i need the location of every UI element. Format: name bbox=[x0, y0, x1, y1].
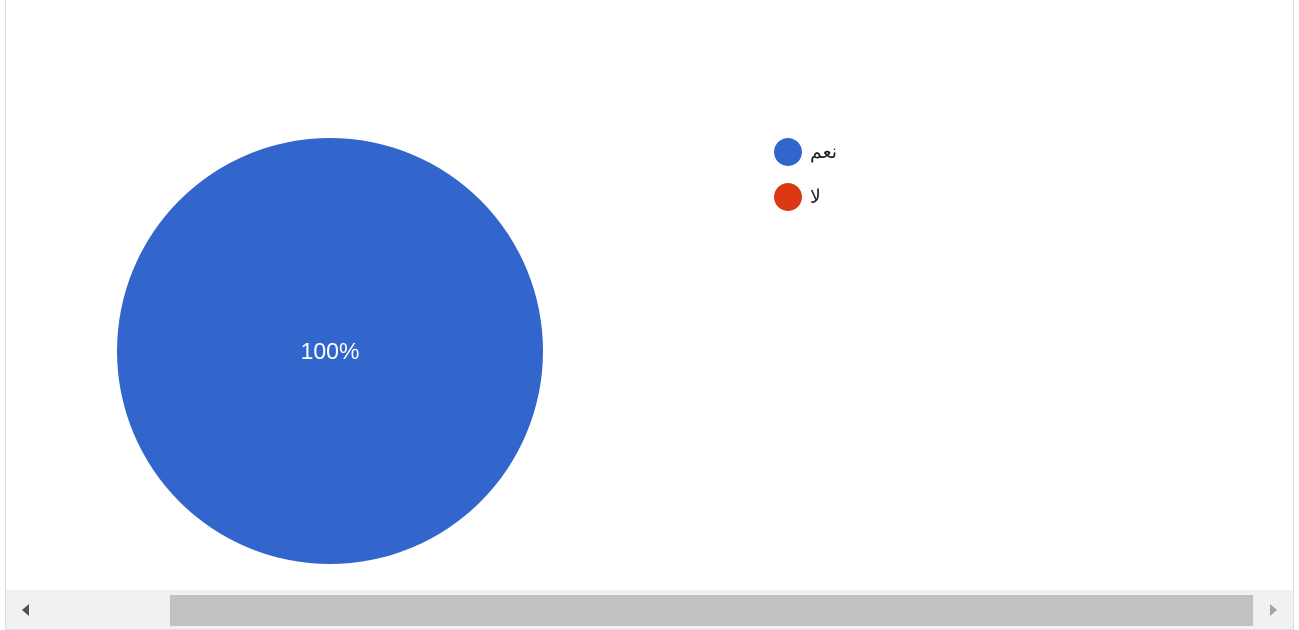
legend-item-no[interactable]: لا bbox=[774, 183, 837, 211]
legend-item-yes[interactable]: نعم bbox=[774, 138, 837, 166]
arrow-right-icon[interactable] bbox=[1265, 601, 1281, 619]
horizontal-scrollbar[interactable] bbox=[6, 590, 1293, 629]
legend-label-no: لا bbox=[810, 186, 821, 208]
pie-chart: 100% bbox=[117, 138, 543, 564]
legend-swatch-yes bbox=[774, 138, 802, 166]
legend-swatch-no bbox=[774, 183, 802, 211]
pie-data-label-0: 100% bbox=[301, 338, 360, 364]
pie-slice-0[interactable] bbox=[117, 138, 543, 564]
arrow-left-icon[interactable] bbox=[18, 601, 34, 619]
legend-label-yes: نعم bbox=[810, 141, 838, 163]
scrollbar-thumb[interactable] bbox=[170, 595, 1253, 626]
chart-legend: نعم لا bbox=[774, 138, 837, 228]
